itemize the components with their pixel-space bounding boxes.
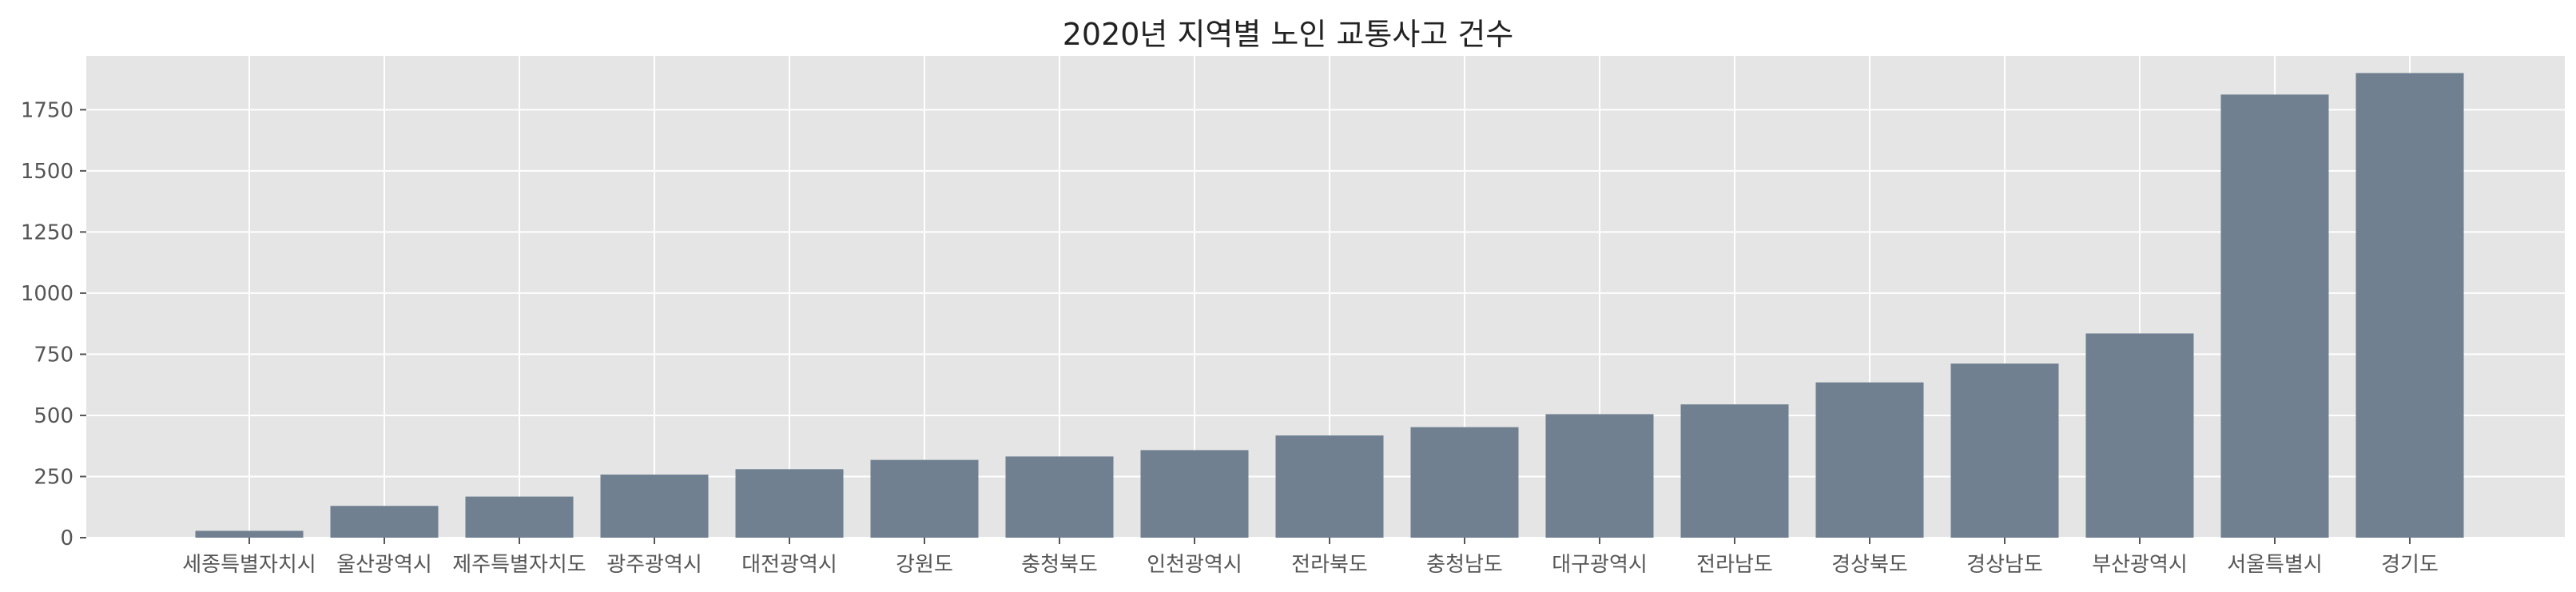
bar (1005, 456, 1114, 538)
bar (870, 459, 979, 538)
x-tick-label: 인천광역시 (1147, 553, 1242, 577)
bar (330, 506, 439, 538)
x-tick-label: 경기도 (2381, 553, 2439, 577)
y-tick-label: 750 (34, 343, 74, 367)
chart-title: 2020년 지역별 노인 교통사고 건수 (1062, 17, 1514, 52)
bar (2220, 94, 2329, 538)
bar (195, 530, 304, 538)
x-tick-label: 서울특별시 (2227, 553, 2323, 577)
bar (2085, 333, 2194, 538)
bar (600, 475, 709, 538)
x-tick-label: 충청남도 (1426, 553, 1503, 577)
bar (1815, 382, 1924, 538)
bar (735, 469, 844, 538)
y-tick-label: 0 (60, 526, 74, 550)
y-tick-label: 1250 (21, 221, 74, 244)
bar (1545, 414, 1654, 538)
bar (1680, 404, 1789, 538)
bar (2355, 73, 2464, 538)
bar (1275, 435, 1384, 538)
x-tick-label: 대전광역시 (741, 553, 837, 577)
x-tick-label: 충청북도 (1021, 553, 1098, 577)
x-tick-label: 울산광역시 (336, 553, 432, 577)
x-tick-label: 강원도 (896, 553, 953, 577)
y-axis-ticks: 0 250 500 750 1000 1250 1500 1750 (21, 98, 86, 550)
x-axis-ticks: 세종특별자치시 울산광역시 제주특별자치도 광주광역시 대전광역시 강원도 충청북도 인천광역… (182, 538, 2439, 577)
x-tick-label: 경상북도 (1831, 553, 1908, 577)
bar (1950, 364, 2059, 538)
y-tick-label: 250 (34, 465, 74, 489)
x-tick-label: 세종특별자치시 (182, 553, 316, 577)
y-tick-label: 1750 (21, 98, 74, 122)
x-tick-label: 전라남도 (1696, 553, 1773, 577)
x-tick-label: 제주특별자치도 (452, 553, 586, 577)
bar (465, 496, 574, 538)
bar (1410, 427, 1519, 538)
bar (1140, 450, 1249, 538)
x-tick-label: 경상남도 (1966, 553, 2043, 577)
bars (195, 73, 2464, 538)
y-tick-label: 1500 (21, 160, 74, 184)
x-tick-label: 부산광역시 (2092, 553, 2188, 577)
y-tick-label: 1000 (21, 282, 74, 306)
y-tick-label: 500 (34, 404, 74, 428)
x-tick-label: 전라북도 (1291, 553, 1368, 577)
x-tick-label: 대구광역시 (1552, 553, 1648, 577)
x-tick-label: 광주광역시 (606, 553, 702, 577)
